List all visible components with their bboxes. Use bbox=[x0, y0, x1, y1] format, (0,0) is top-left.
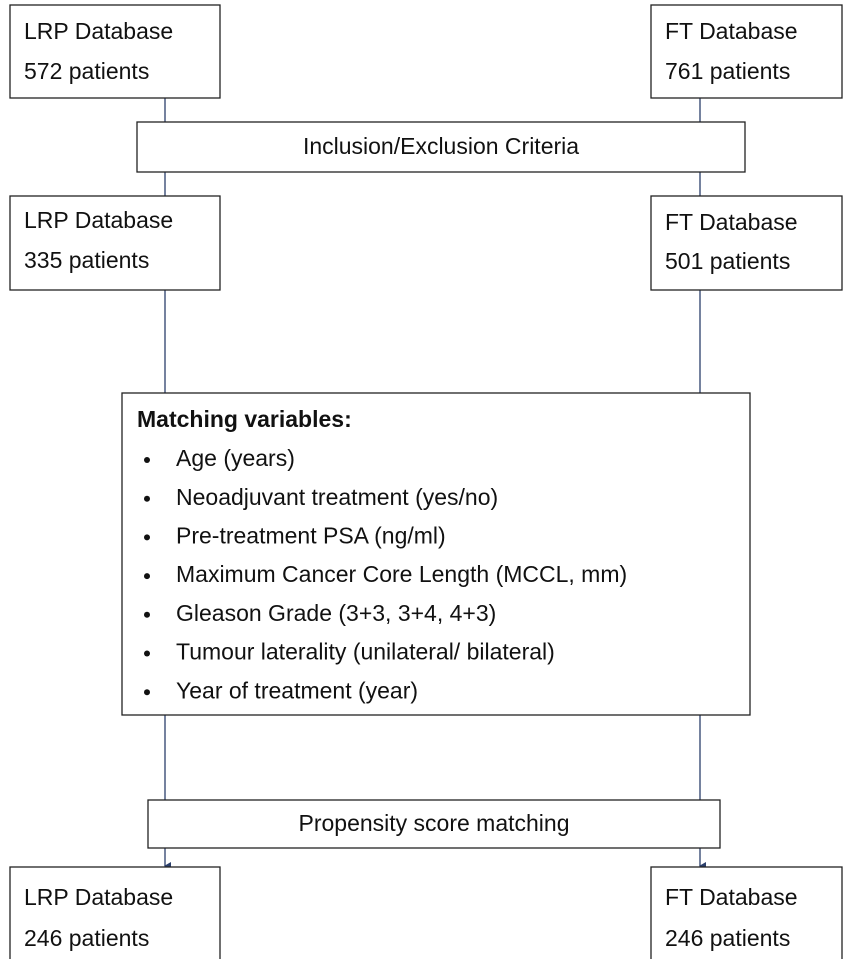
box-count: 246 patients bbox=[24, 925, 149, 951]
bullet bbox=[144, 495, 150, 502]
box: LRP Database 335 patients bbox=[9, 195, 221, 291]
criteria-box: Inclusion/Exclusion Criteria bbox=[136, 121, 746, 173]
propensity: Propensity score matching bbox=[298, 810, 569, 836]
box-count: 335 patients bbox=[24, 247, 149, 273]
bullet bbox=[144, 534, 150, 541]
box: FT Database 761 patients bbox=[650, 4, 843, 99]
box: LRP Database 246 patients bbox=[9, 866, 221, 959]
box-count: 761 patients bbox=[665, 58, 790, 84]
box-title: LRP Database bbox=[24, 884, 173, 910]
box: FT Database 246 patients bbox=[650, 866, 843, 959]
connectors bbox=[164, 98, 706, 870]
box-count: 501 patients bbox=[665, 248, 790, 274]
bullet bbox=[144, 573, 150, 580]
bullet bbox=[144, 457, 150, 463]
box-title: FT Database bbox=[665, 209, 798, 235]
matching-item: Age (years) bbox=[176, 445, 295, 471]
matching-box: Matching variables: Age (years) Neoadjuva… bbox=[121, 392, 751, 716]
bullet bbox=[144, 650, 150, 657]
bullet bbox=[144, 689, 150, 696]
matching-item: Year of treatment (year) bbox=[176, 677, 418, 703]
matching-item: Neoadjuvant treatment (yes/no) bbox=[176, 484, 498, 510]
box: LRP Database 572 patients bbox=[9, 4, 221, 99]
box-title: FT Database bbox=[665, 884, 798, 910]
box: FT Database 501 patients bbox=[650, 195, 843, 291]
propensity-box: Propensity score matching bbox=[147, 799, 721, 849]
criteria: Inclusion/Exclusion Criteria bbox=[303, 133, 579, 159]
matching-item: Maximum Cancer Core Length (MCCL, mm) bbox=[176, 561, 627, 587]
box-count: 572 patients bbox=[24, 58, 149, 84]
matching-item: Gleason Grade (3+3, 3+4, 4+3) bbox=[176, 600, 496, 626]
matching-title: Matching variables: bbox=[137, 406, 352, 432]
box-title: FT Database bbox=[665, 18, 798, 44]
box-count: 246 patients bbox=[665, 925, 790, 951]
matching-item: Tumour laterality (unilateral/ bilateral… bbox=[176, 639, 555, 665]
box-title: LRP Database bbox=[24, 207, 173, 233]
matching-item: Pre-treatment PSA (ng/ml) bbox=[176, 522, 446, 548]
bullet bbox=[144, 611, 150, 618]
box-title: LRP Database bbox=[24, 18, 173, 44]
